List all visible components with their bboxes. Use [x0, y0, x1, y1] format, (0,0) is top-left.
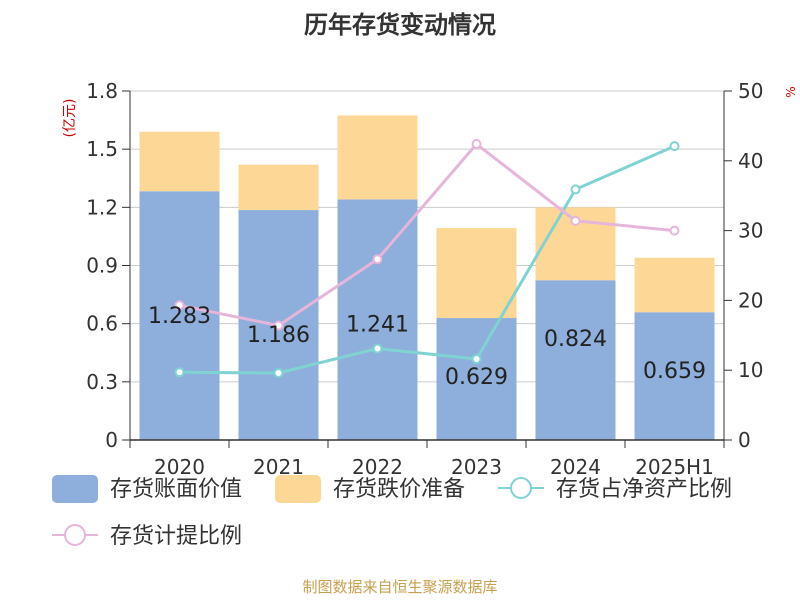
line-point [372, 254, 383, 265]
bar-data-label: 0.824 [544, 327, 607, 352]
right-axis-tick-label: 20 [738, 288, 763, 312]
chart-title: 历年存货变动情况 [304, 11, 496, 39]
bar-book-value [337, 199, 418, 440]
bar-data-label: 1.283 [148, 304, 211, 329]
data-labels: 1.283 1.186 1.241 0.629 0.824 0.659 [148, 304, 706, 390]
right-axis-unit: % [784, 86, 798, 97]
bar-data-label: 1.241 [346, 312, 409, 337]
left-axis-unit: (亿元) [62, 99, 78, 138]
bar-impairment [337, 115, 418, 200]
x-axis-tick-label: 2020 [154, 455, 205, 479]
left-axis-tick-label: 1.5 [86, 137, 118, 161]
right-axis-tick-label: 10 [738, 358, 763, 382]
x-axis-tick-label: 2022 [352, 455, 403, 479]
right-axis-tick-label: 40 [738, 149, 763, 173]
legend-swatch [275, 475, 321, 503]
left-axis-tick-label: 0 [105, 428, 118, 452]
bar-data-label: 1.186 [247, 323, 310, 348]
legend-swatch-marker [64, 524, 86, 546]
line-point [669, 141, 680, 152]
legend-swatch-marker [510, 477, 532, 499]
line-point [273, 367, 284, 378]
left-axis-tick-label: 0.9 [86, 254, 118, 278]
bar-book-value [535, 280, 616, 440]
legend-swatch [52, 475, 98, 503]
legend-label: 存货账面价值 [110, 477, 242, 502]
bar-book-value [139, 191, 220, 440]
left-axis-tick-label: 0.6 [86, 312, 118, 336]
line-point [570, 184, 581, 195]
line-point [174, 367, 185, 378]
lines [174, 139, 680, 378]
x-axis-tick-label: 2025H1 [635, 455, 714, 479]
bar-impairment [139, 131, 220, 192]
x-axis-tick-label: 2024 [550, 455, 601, 479]
line-point [372, 343, 383, 354]
left-axis-tick-label: 0.3 [86, 370, 118, 394]
bar-impairment [238, 164, 319, 211]
bar-book-value [436, 318, 517, 440]
line-point [471, 354, 482, 365]
left-axis-tick-label: 1.8 [86, 79, 118, 103]
right-axis-tick-label: 50 [738, 79, 763, 103]
bar-impairment [436, 228, 517, 319]
series-line-provision-ratio [179, 141, 675, 328]
line-point [471, 139, 482, 150]
legend-label: 存货计提比例 [110, 524, 242, 549]
bars [139, 115, 715, 440]
series-line-inventory-to-net-assets [179, 144, 676, 375]
bar-impairment [634, 257, 715, 313]
line-point [174, 300, 185, 311]
right-axis-tick-label: 0 [738, 428, 751, 452]
x-axis-tick-label: 2023 [451, 455, 502, 479]
legend-label: 存货占净资产比例 [556, 477, 732, 502]
bar-data-label: 0.629 [445, 365, 508, 390]
legend-label: 存货跌价准备 [333, 477, 465, 502]
source-note: 制图数据来自恒生聚源数据库 [302, 578, 497, 596]
line-point [669, 225, 680, 236]
left-axis-tick-label: 1.2 [86, 195, 118, 219]
line-point [273, 320, 284, 331]
grid-lines [130, 90, 724, 383]
line-point [570, 215, 581, 226]
bar-book-value [634, 312, 715, 440]
right-axis-tick-label: 30 [738, 219, 763, 243]
bar-data-label: 0.659 [643, 359, 706, 384]
